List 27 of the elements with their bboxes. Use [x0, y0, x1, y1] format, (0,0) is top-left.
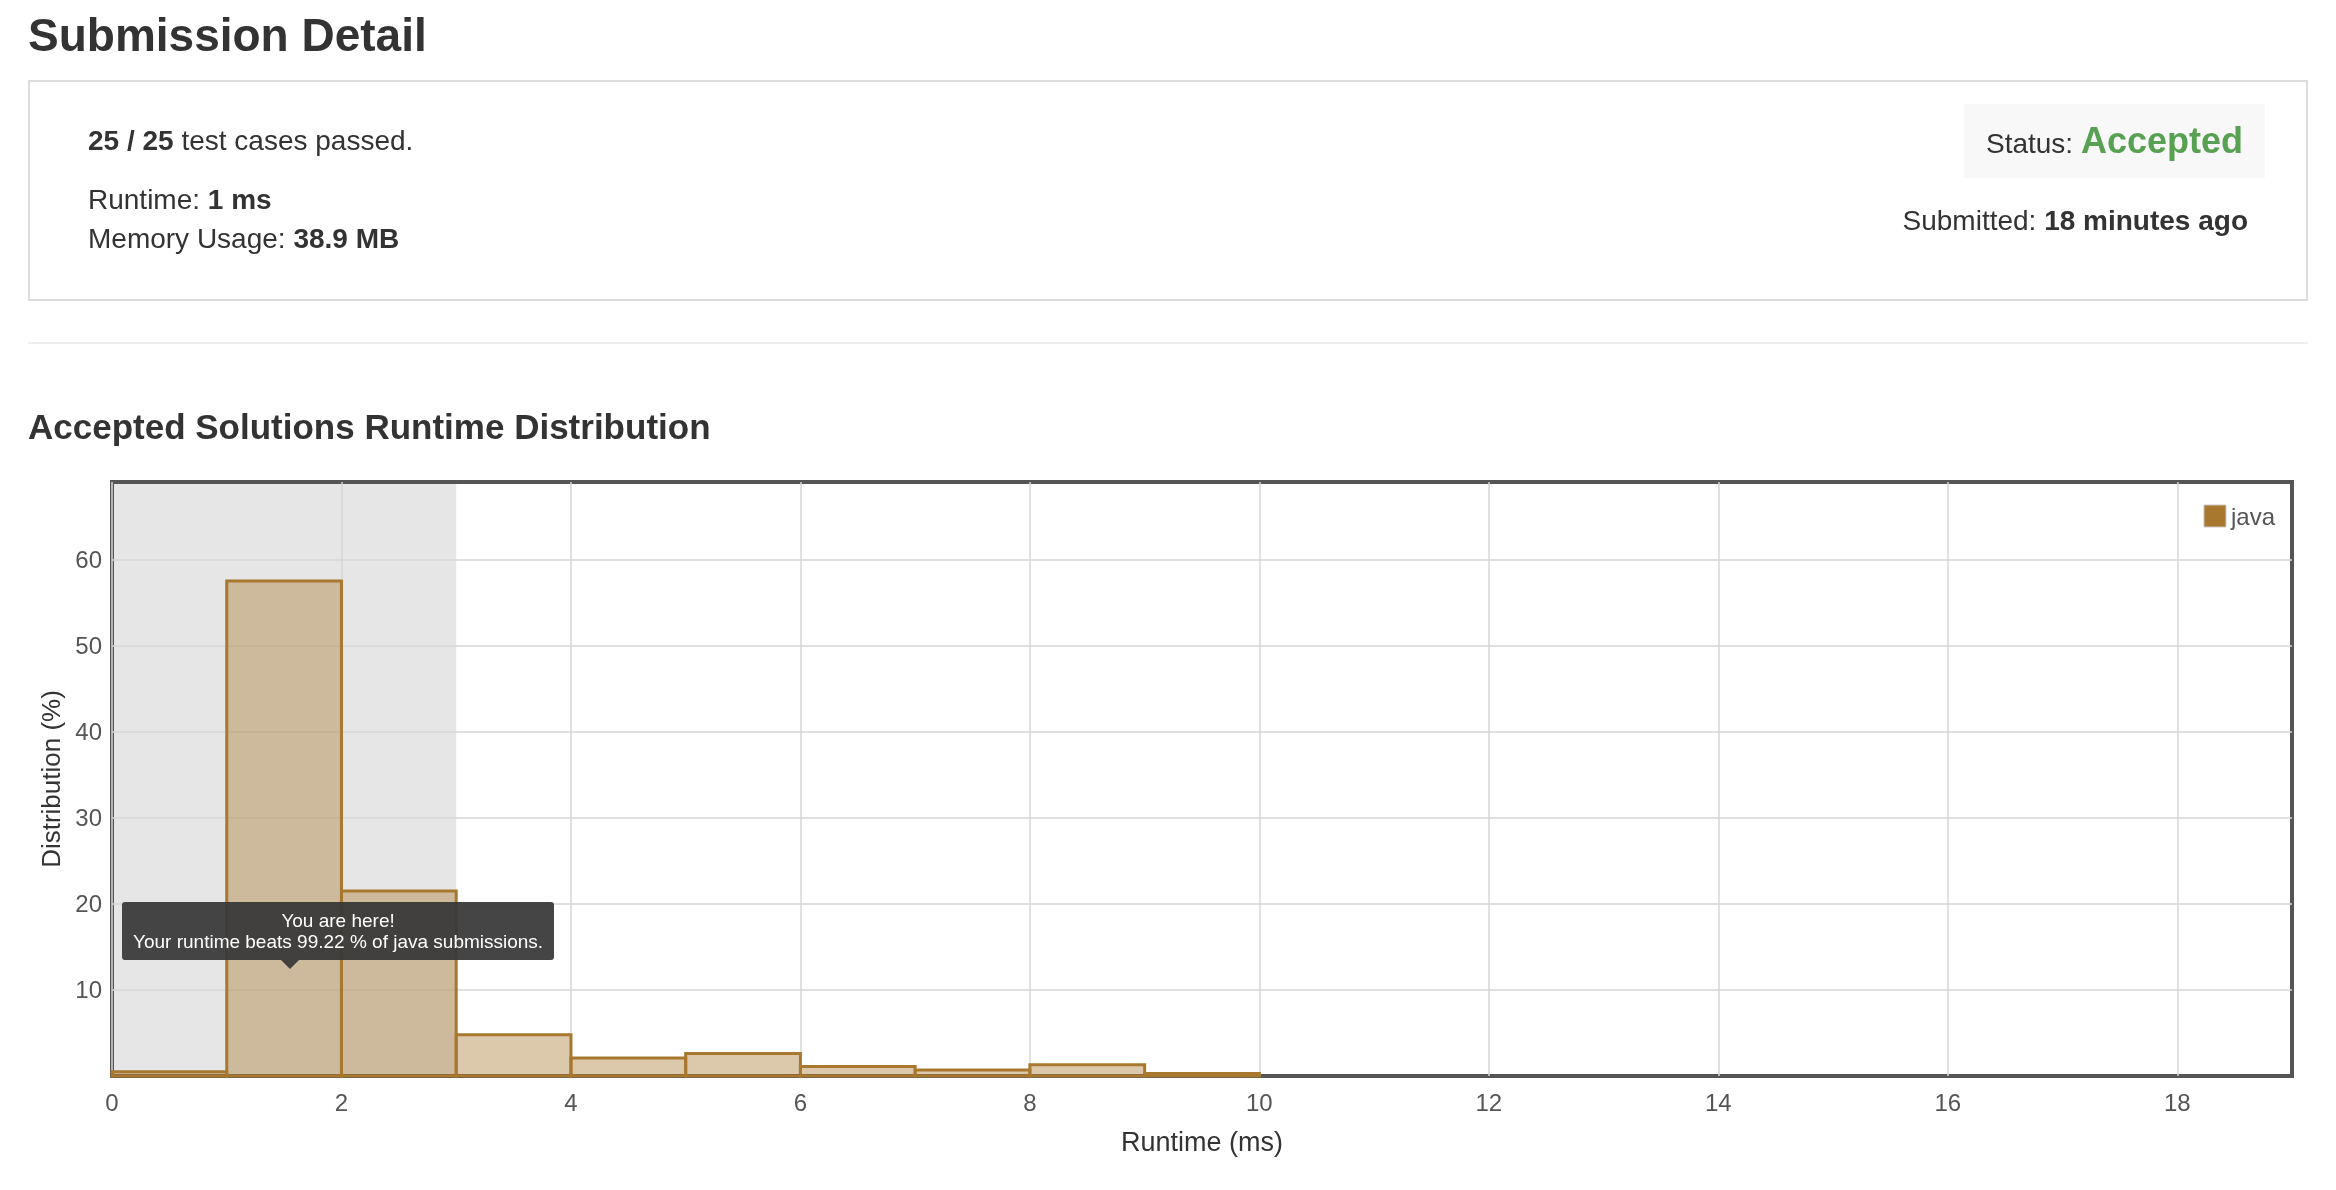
- x-tick-label: 0: [105, 1088, 119, 1116]
- x-axis-title: Runtime (ms): [1120, 1126, 1284, 1157]
- y-tick-label: 20: [75, 890, 102, 918]
- x-tick-label: 12: [1475, 1088, 1503, 1116]
- x-tick-label: 14: [1704, 1088, 1732, 1116]
- x-tick-label: 16: [1934, 1088, 1962, 1116]
- y-tick-label: 60: [75, 545, 102, 573]
- legend-label: java: [2229, 502, 2276, 530]
- y-tick-label: 50: [75, 632, 102, 660]
- y-axis-title: Distribution (%): [36, 690, 67, 868]
- text: Runtime: 1 ms: [88, 184, 272, 215]
- x-tick-label: 10: [1246, 1088, 1273, 1116]
- x-tick-label: 18: [2163, 1088, 2191, 1116]
- text: 25 / 25 test cases passed.: [88, 125, 414, 156]
- y-tick-label: 30: [75, 804, 102, 832]
- x-tick-label: 4: [564, 1088, 578, 1116]
- x-tick-label: 8: [1023, 1088, 1037, 1116]
- x-tick-label: 2: [334, 1088, 349, 1116]
- x-tick-label: 6: [793, 1088, 808, 1116]
- chart-title: Accepted Solutions Runtime Distribution: [28, 407, 711, 446]
- annotation: You are here! Your runtime beats 99.22 % of java submissions.: [133, 910, 544, 952]
- y-tick-label: 40: [75, 718, 102, 746]
- text: Status: Accepted: [1985, 120, 2243, 161]
- text: Submitted: 18 minutes ago: [1902, 205, 2248, 236]
- text: Memory Usage: 38.9 MB: [88, 223, 400, 254]
- text: Submission Detail: [28, 9, 427, 61]
- y-tick-label: 10: [75, 976, 102, 1004]
